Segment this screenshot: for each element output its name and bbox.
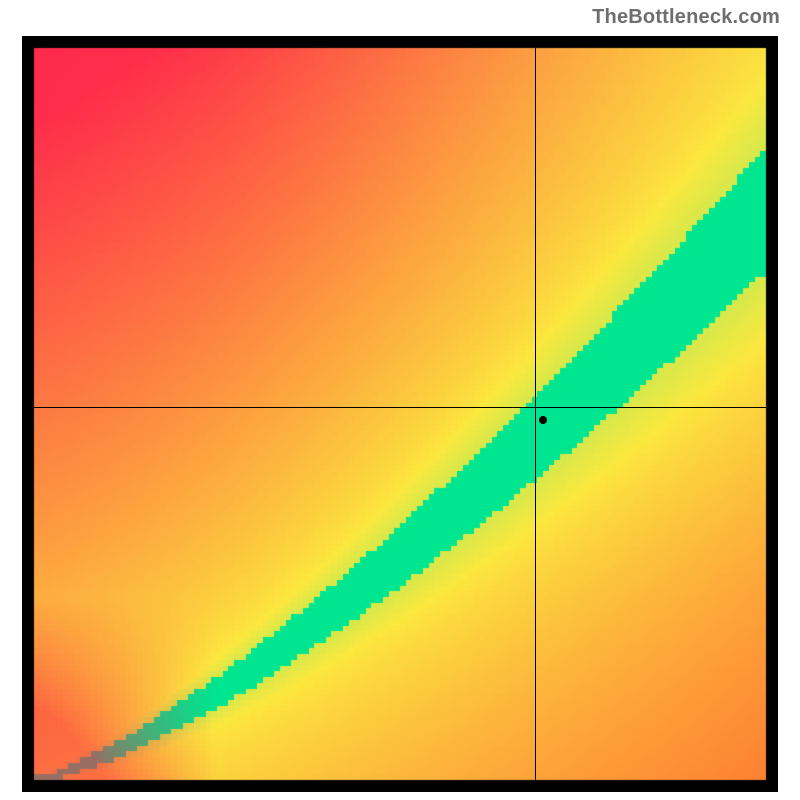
heatmap-canvas — [22, 36, 778, 792]
watermark-text: TheBottleneck.com — [592, 6, 780, 29]
heatmap-plot — [22, 36, 778, 792]
